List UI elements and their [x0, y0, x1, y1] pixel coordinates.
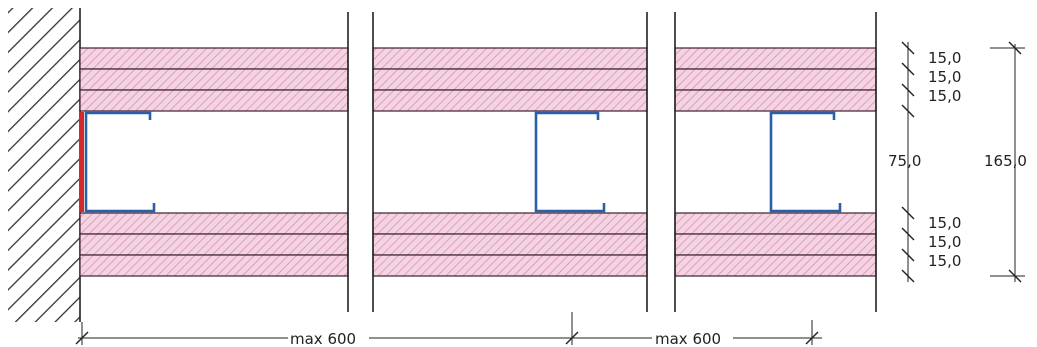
top-board-2 — [79, 68, 349, 91]
dim-tick — [901, 104, 915, 118]
top-board-3 — [372, 89, 648, 112]
total-dimension: 165,0 — [984, 41, 1027, 283]
top-board-1 — [372, 47, 648, 70]
bottom-board-3 — [372, 254, 648, 277]
dim-tick — [901, 41, 915, 55]
bottom-board-1 — [79, 212, 349, 235]
dim-total-thickness: 165,0 — [984, 152, 1027, 170]
masonry-wall — [8, 8, 80, 322]
dim-tick — [1008, 41, 1022, 55]
dim-tick — [1008, 269, 1022, 283]
top-board-1 — [674, 47, 877, 70]
dim-top-layer-3: 15,0 — [928, 87, 961, 105]
dim-span-1: max 600 — [290, 330, 356, 347]
dim-tick — [901, 83, 915, 97]
top-board-2 — [372, 68, 648, 91]
bottom-board-2 — [372, 233, 648, 256]
dim-top-layer-1: 15,0 — [928, 49, 961, 67]
bottom-board-2 — [674, 233, 877, 256]
c-stud-profile-icon — [769, 111, 842, 213]
dim-tick — [901, 227, 915, 241]
dim-tick — [901, 248, 915, 262]
bottom-board-3 — [674, 254, 877, 277]
horizontal-dimension-chain: max 600 max 600 — [75, 312, 822, 347]
top-board-3 — [79, 89, 349, 112]
dim-tick — [901, 62, 915, 76]
vertical-dimension-chain: 15,0 15,0 15,0 75,0 15,0 15,0 15,0 — [888, 41, 961, 283]
break-lines — [347, 12, 877, 312]
dim-span-2: max 600 — [655, 330, 721, 347]
c-stud-profile-icon — [534, 111, 606, 213]
dim-tick — [901, 206, 915, 220]
top-board-2 — [674, 68, 877, 91]
dim-cavity: 75,0 — [888, 152, 921, 170]
dim-tick — [901, 269, 915, 283]
top-board-3 — [674, 89, 877, 112]
stud-profiles — [84, 111, 842, 213]
c-stud-profile-icon — [84, 111, 156, 213]
dim-bottom-layer-1: 15,0 — [928, 214, 961, 232]
dim-bottom-layer-2: 15,0 — [928, 233, 961, 251]
bottom-board-1 — [372, 212, 648, 235]
bottom-board-1 — [674, 212, 877, 235]
top-board-1 — [79, 47, 349, 70]
dim-bottom-layer-3: 15,0 — [928, 252, 961, 270]
bottom-board-2 — [79, 233, 349, 256]
bottom-board-3 — [79, 254, 349, 277]
wall-joint-sealant — [79, 112, 84, 212]
board-layers — [79, 47, 877, 277]
dim-top-layer-2: 15,0 — [928, 68, 961, 86]
